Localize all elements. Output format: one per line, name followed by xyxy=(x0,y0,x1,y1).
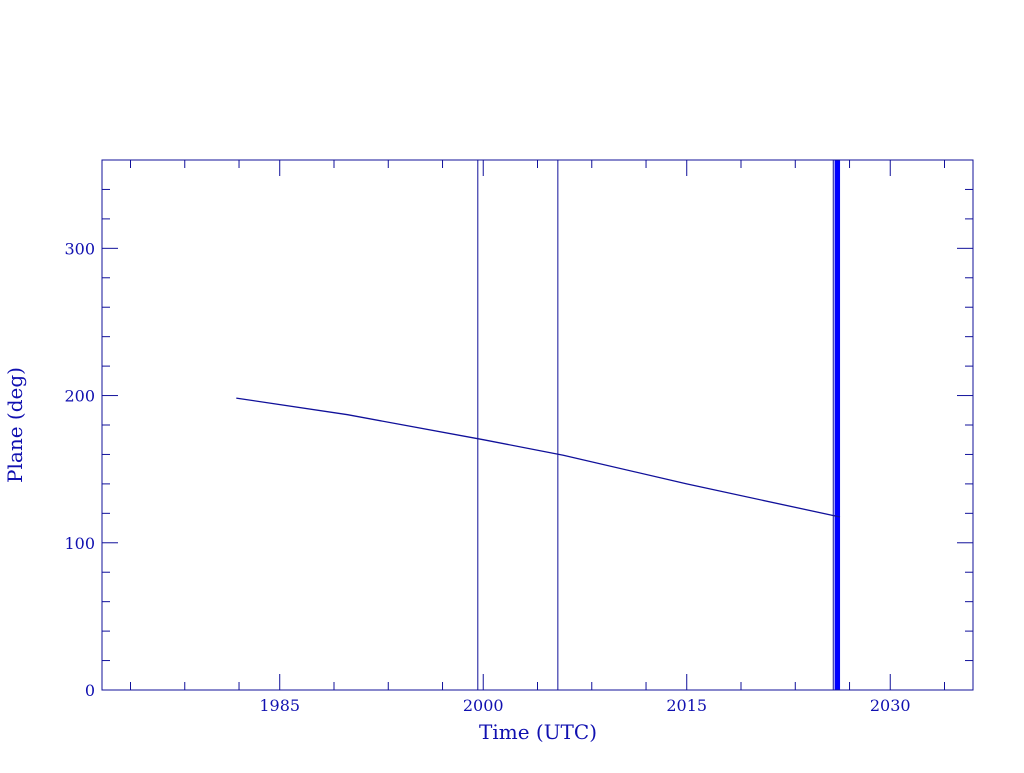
x-tick-label: 2030 xyxy=(870,696,911,715)
y-tick-label: 0 xyxy=(85,681,95,700)
y-tick-label: 300 xyxy=(64,239,95,258)
plot-frame xyxy=(101,159,974,691)
y-axis-label: Plane (deg) xyxy=(3,367,27,483)
series-line xyxy=(236,397,841,518)
y-tick-label: 100 xyxy=(64,534,95,553)
x-tick-label: 2000 xyxy=(463,696,504,715)
y-tick-label: 200 xyxy=(64,387,95,406)
x-tick-label: 1985 xyxy=(259,696,300,715)
x-axis-label: Time (UTC) xyxy=(479,720,597,744)
vertical-band xyxy=(834,160,841,690)
x-tick-label: 2015 xyxy=(666,696,707,715)
